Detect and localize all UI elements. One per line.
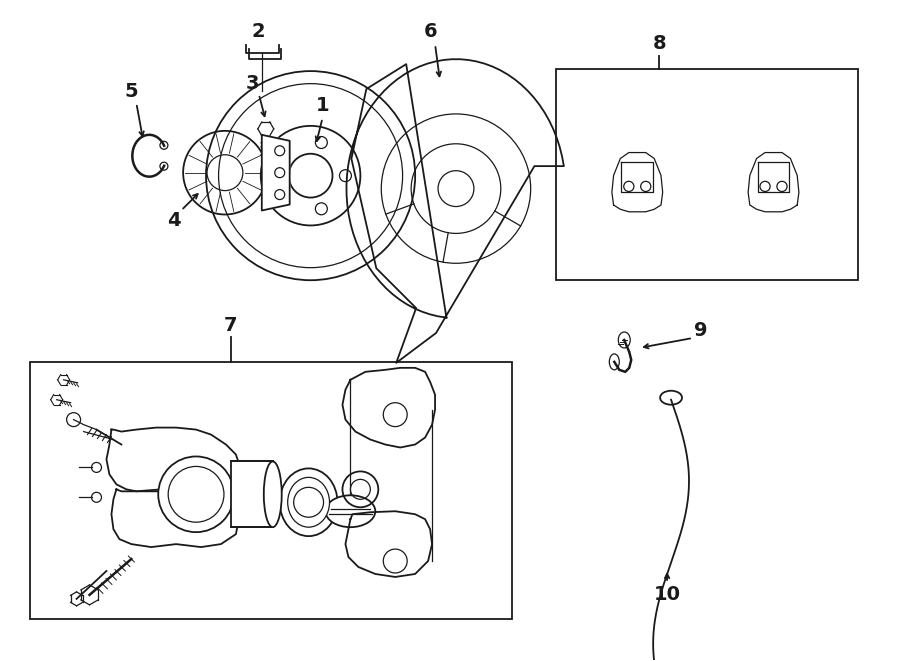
Polygon shape: [106, 428, 241, 491]
Bar: [555, 69, 859, 280]
Text: 3: 3: [246, 73, 259, 93]
Text: 2: 2: [252, 22, 266, 41]
Text: 6: 6: [423, 22, 436, 41]
Polygon shape: [112, 489, 238, 547]
Polygon shape: [346, 59, 563, 363]
Ellipse shape: [326, 495, 375, 527]
Text: 5: 5: [124, 81, 139, 100]
Text: 4: 4: [167, 211, 181, 230]
Polygon shape: [343, 368, 435, 447]
Polygon shape: [346, 511, 432, 577]
Bar: [231, 461, 273, 527]
Text: 10: 10: [653, 586, 680, 604]
Ellipse shape: [288, 477, 329, 527]
Circle shape: [158, 457, 234, 532]
Ellipse shape: [280, 469, 338, 536]
Bar: [30, 362, 512, 619]
Polygon shape: [622, 162, 653, 192]
Text: 1: 1: [316, 97, 329, 116]
Polygon shape: [758, 162, 789, 192]
Polygon shape: [612, 153, 662, 212]
Text: 8: 8: [652, 34, 666, 53]
Polygon shape: [748, 153, 799, 212]
Polygon shape: [262, 135, 290, 210]
Ellipse shape: [264, 461, 282, 527]
Text: 9: 9: [694, 321, 707, 340]
Text: 7: 7: [224, 315, 238, 334]
